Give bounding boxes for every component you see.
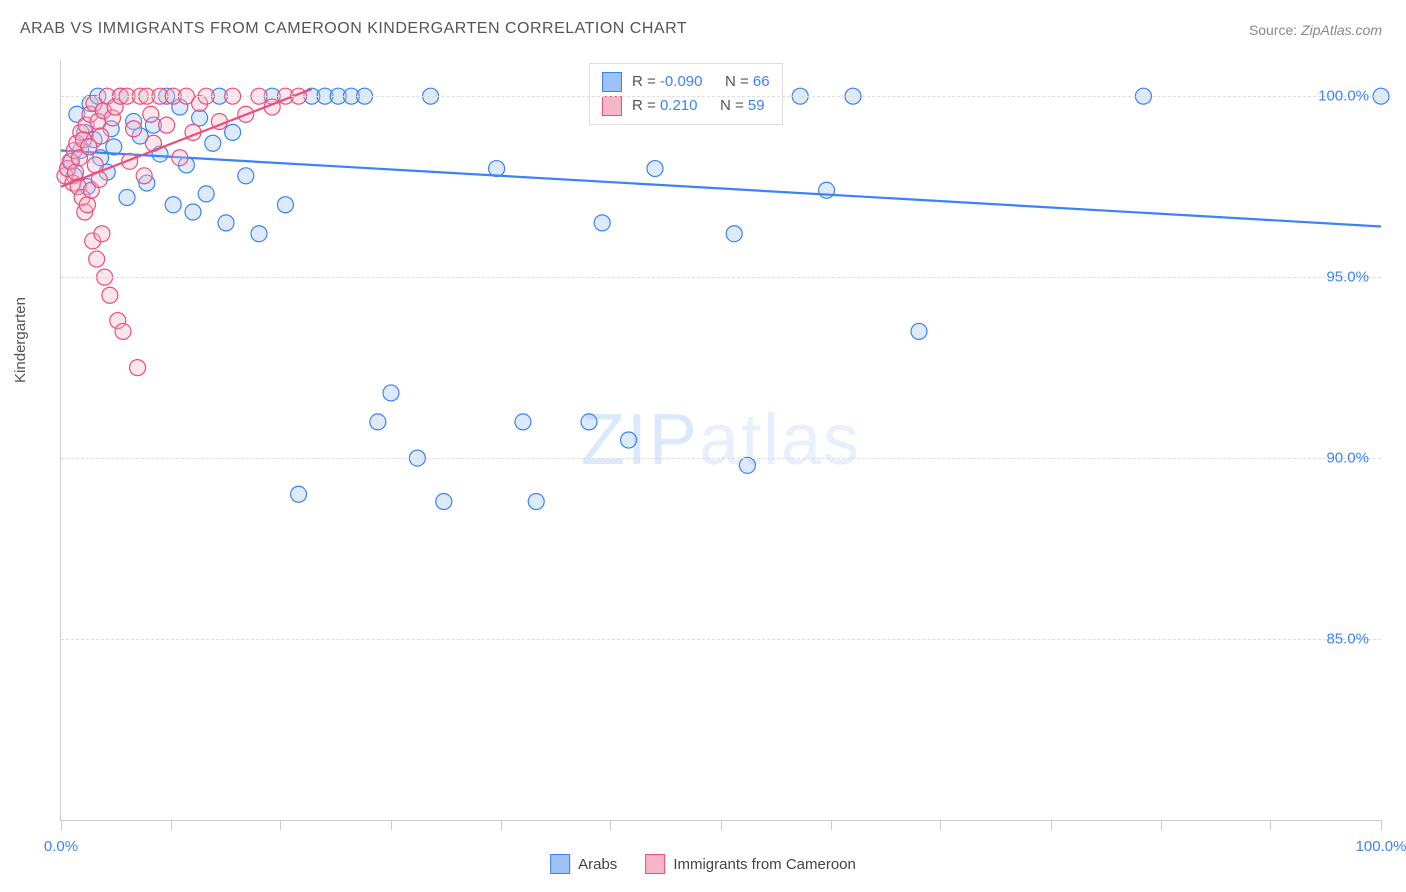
- scatter-point: [251, 226, 267, 242]
- scatter-point: [621, 432, 637, 448]
- x-tick-mark: [1270, 820, 1271, 830]
- plot-area: ZIPatlas R = -0.090 N = 66R = 0.210 N = …: [60, 60, 1381, 821]
- scatter-point: [277, 197, 293, 213]
- x-tick-mark: [61, 820, 62, 830]
- x-tick-mark: [1381, 820, 1382, 830]
- gridline: [61, 458, 1381, 459]
- scatter-point: [594, 215, 610, 231]
- scatter-point: [218, 215, 234, 231]
- gridline: [61, 96, 1381, 97]
- scatter-point: [143, 106, 159, 122]
- x-tick-mark: [280, 820, 281, 830]
- scatter-point: [528, 494, 544, 510]
- x-tick-label: 100.0%: [1356, 838, 1406, 855]
- x-tick-mark: [1051, 820, 1052, 830]
- gridline: [61, 639, 1381, 640]
- scatter-point: [79, 197, 95, 213]
- source-name: ZipAtlas.com: [1301, 22, 1382, 38]
- scatter-point: [225, 124, 241, 140]
- legend-swatch: [550, 854, 570, 874]
- y-tick-label: 100.0%: [1318, 88, 1369, 105]
- regression-line: [61, 150, 1381, 226]
- gridline: [61, 277, 1381, 278]
- scatter-point: [119, 190, 135, 206]
- y-tick-label: 85.0%: [1326, 631, 1369, 648]
- x-tick-mark: [940, 820, 941, 830]
- x-tick-mark: [391, 820, 392, 830]
- scatter-point: [238, 168, 254, 184]
- legend-bottom: Arabs Immigrants from Cameroon: [550, 854, 856, 874]
- stats-n-label: N = 66: [712, 70, 769, 94]
- series-swatch: [602, 72, 622, 92]
- legend-item: Arabs: [550, 854, 617, 874]
- series-swatch: [602, 96, 622, 116]
- x-tick-label: 0.0%: [44, 838, 78, 855]
- y-tick-label: 90.0%: [1326, 450, 1369, 467]
- x-tick-mark: [610, 820, 611, 830]
- y-axis-label: Kindergarten: [12, 240, 29, 440]
- scatter-point: [726, 226, 742, 242]
- chart-title: ARAB VS IMMIGRANTS FROM CAMEROON KINDERG…: [20, 20, 687, 38]
- x-tick-mark: [831, 820, 832, 830]
- scatter-point: [581, 414, 597, 430]
- legend-label: Immigrants from Cameroon: [673, 856, 856, 873]
- stats-row: R = -0.090 N = 66: [602, 70, 770, 94]
- scatter-point: [198, 186, 214, 202]
- stats-row: R = 0.210 N = 59: [602, 94, 770, 118]
- scatter-point: [126, 121, 142, 137]
- y-tick-label: 95.0%: [1326, 269, 1369, 286]
- scatter-point: [94, 226, 110, 242]
- x-tick-mark: [171, 820, 172, 830]
- scatter-point: [102, 287, 118, 303]
- scatter-point: [739, 457, 755, 473]
- scatter-point: [291, 486, 307, 502]
- stats-r-label: R = 0.210: [632, 94, 697, 118]
- scatter-point: [185, 204, 201, 220]
- x-tick-mark: [501, 820, 502, 830]
- scatter-point: [436, 494, 452, 510]
- x-tick-mark: [721, 820, 722, 830]
- legend-swatch: [645, 854, 665, 874]
- scatter-point: [205, 135, 221, 151]
- scatter-point: [647, 161, 663, 177]
- scatter-point: [515, 414, 531, 430]
- scatter-point: [136, 168, 152, 184]
- scatter-point: [165, 197, 181, 213]
- stats-n-label: N = 59: [707, 94, 764, 118]
- x-tick-mark: [1161, 820, 1162, 830]
- stats-r-label: R = -0.090: [632, 70, 702, 94]
- chart-svg: [61, 60, 1381, 820]
- scatter-point: [172, 150, 188, 166]
- source-label: Source:: [1249, 22, 1297, 38]
- source-attribution: Source: ZipAtlas.com: [1249, 22, 1382, 38]
- scatter-point: [383, 385, 399, 401]
- scatter-point: [192, 110, 208, 126]
- scatter-point: [911, 323, 927, 339]
- stats-legend-box: R = -0.090 N = 66R = 0.210 N = 59: [589, 63, 783, 125]
- scatter-point: [93, 128, 109, 144]
- scatter-point: [89, 251, 105, 267]
- legend-item: Immigrants from Cameroon: [645, 854, 856, 874]
- scatter-point: [159, 117, 175, 133]
- legend-label: Arabs: [578, 856, 617, 873]
- scatter-point: [130, 360, 146, 376]
- scatter-point: [370, 414, 386, 430]
- scatter-point: [115, 323, 131, 339]
